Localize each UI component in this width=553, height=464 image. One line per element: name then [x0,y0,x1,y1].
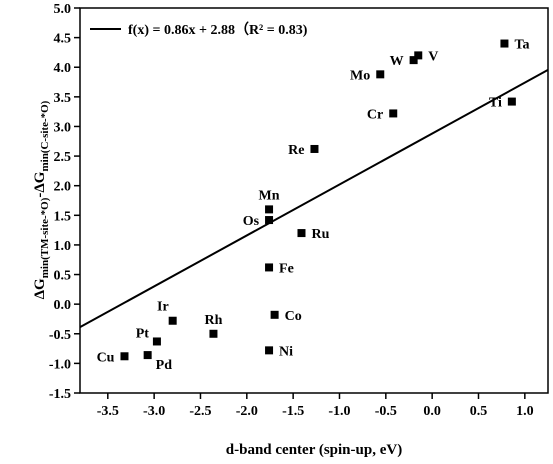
data-point-rh [209,329,218,338]
data-point-ta [500,39,509,48]
data-point-ru [297,229,306,238]
plot-frame [79,7,549,394]
point-label-ni: Ni [279,344,293,359]
data-point-ni [265,346,274,355]
data-point-w [409,56,418,65]
point-label-re: Re [288,143,304,158]
x-axis-title: d-band center (spin-up, eV) [226,442,402,458]
point-label-mn: Mn [259,188,280,203]
point-label-pt: Pt [136,326,150,341]
y-tick-label: 4.5 [54,32,72,47]
y-tick-label: 1.0 [54,239,72,254]
data-point-mn [265,205,274,214]
legend-fit-label: f(x) = 0.86x + 2.88（R² = 0.83) [128,22,308,38]
y-title-subscript-2: min(C-site-*O) [39,100,51,171]
point-label-cr: Cr [367,107,383,122]
point-label-rh: Rh [204,313,222,328]
data-point-pt [152,337,161,346]
svg-text:ΔGmin(TM-site-*O)-ΔGmin(C-site: ΔGmin(TM-site-*O)-ΔGmin(C-site-*O) [32,100,51,299]
y-tick-label: 0.0 [54,298,72,313]
y-tick-label: 5.0 [54,2,72,17]
y-tick-label: 3.0 [54,120,72,135]
data-point-re [310,144,319,153]
x-tick-label: -3.0 [143,404,165,419]
data-point-ti [507,97,516,106]
data-point-pd [143,351,152,360]
y-axis-title: ΔGmin(TM-site-*O)-ΔGmin(C-site-*O) [32,100,51,299]
point-label-ti: Ti [489,96,502,111]
y-title-delta-g-1: ΔG [32,278,48,299]
x-tick-label: -2.0 [236,404,258,419]
x-tick-label: 1.0 [516,404,534,419]
x-tick-label: -1.0 [328,404,350,419]
point-label-v: V [428,49,438,64]
data-point-ir [168,316,177,325]
data-point-v [414,51,423,60]
point-label-ru: Ru [311,227,329,242]
point-label-fe: Fe [279,261,294,276]
y-title-subscript-1: min(TM-site-*O) [39,197,51,278]
x-tick-label: -0.5 [375,404,397,419]
fit-line [80,69,548,329]
x-tick-label: 0.5 [470,404,488,419]
y-title-delta-g-2: -ΔG [32,171,48,197]
legend: f(x) = 0.86x + 2.88（R² = 0.83) [90,22,308,38]
y-tick-label: 2.0 [54,180,72,195]
point-label-ir: Ir [157,300,169,315]
y-tick-label: 1.5 [54,209,72,224]
x-tick-label: -2.5 [189,404,211,419]
x-tick-label: 0.0 [423,404,441,419]
data-point-mo [376,70,385,79]
data-point-co [270,310,279,319]
x-tick-label: -3.5 [97,404,119,419]
point-label-ta: Ta [514,38,529,53]
x-tick-label: -1.5 [282,404,304,419]
point-label-os: Os [243,214,260,229]
point-label-cu: Cu [97,350,115,365]
point-label-mo: Mo [350,68,370,83]
data-point-os [265,216,274,225]
data-point-cr [389,109,398,118]
point-label-co: Co [285,309,302,324]
y-tick-label: -1.0 [49,357,71,372]
point-label-w: W [390,54,404,69]
data-point-fe [265,263,274,272]
y-tick-label: 4.0 [54,61,72,76]
point-label-pd: Pd [156,358,173,373]
data-point-cu [120,352,129,361]
y-tick-label: 2.5 [54,150,72,165]
y-tick-label: 0.5 [54,269,72,284]
y-tick-label: -1.5 [49,387,71,402]
y-tick-label: 3.5 [54,91,72,106]
y-tick-label: -0.5 [49,328,71,343]
